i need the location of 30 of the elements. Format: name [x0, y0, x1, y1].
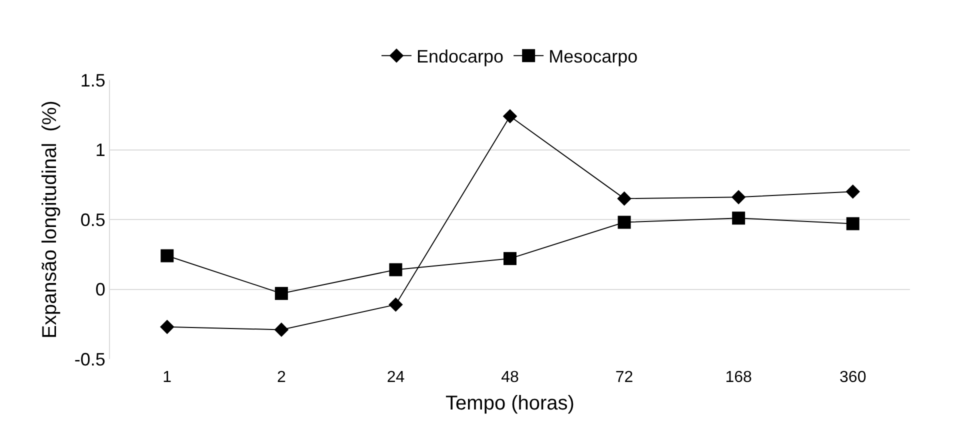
point: [160, 320, 174, 334]
point: [504, 252, 516, 266]
y-axis-title: Expansão longitudinal (%): [38, 100, 61, 338]
point: [389, 263, 402, 276]
y-tick-label: 0: [95, 280, 106, 300]
y-tick-label: 1.5: [80, 70, 106, 90]
point: [618, 216, 631, 229]
x-tick-label: 360: [840, 369, 866, 386]
x-tick-label: 24: [386, 369, 405, 386]
x-axis-title: Tempo (horas): [446, 392, 574, 414]
point: [732, 212, 746, 225]
point: [274, 322, 289, 337]
point: [274, 286, 288, 300]
legend-label: Mesocarpo: [548, 46, 638, 67]
y-tick-label: 1: [95, 140, 106, 160]
y-tick-label: -0.5: [74, 349, 106, 370]
point: [846, 217, 860, 230]
point: [160, 249, 174, 262]
point: [617, 191, 632, 206]
x-tick-label: 1: [162, 369, 172, 386]
y-tick-label: 0.5: [80, 210, 106, 230]
point: [388, 297, 403, 312]
x-tick-label: 168: [725, 369, 752, 386]
x-tick-label: 72: [615, 369, 634, 386]
point: [502, 109, 518, 124]
legend-label: Endocarpo: [416, 46, 504, 67]
point: [731, 190, 746, 204]
x-tick-label: 48: [501, 369, 519, 386]
x-tick-label: 2: [276, 369, 286, 386]
point: [846, 184, 860, 199]
